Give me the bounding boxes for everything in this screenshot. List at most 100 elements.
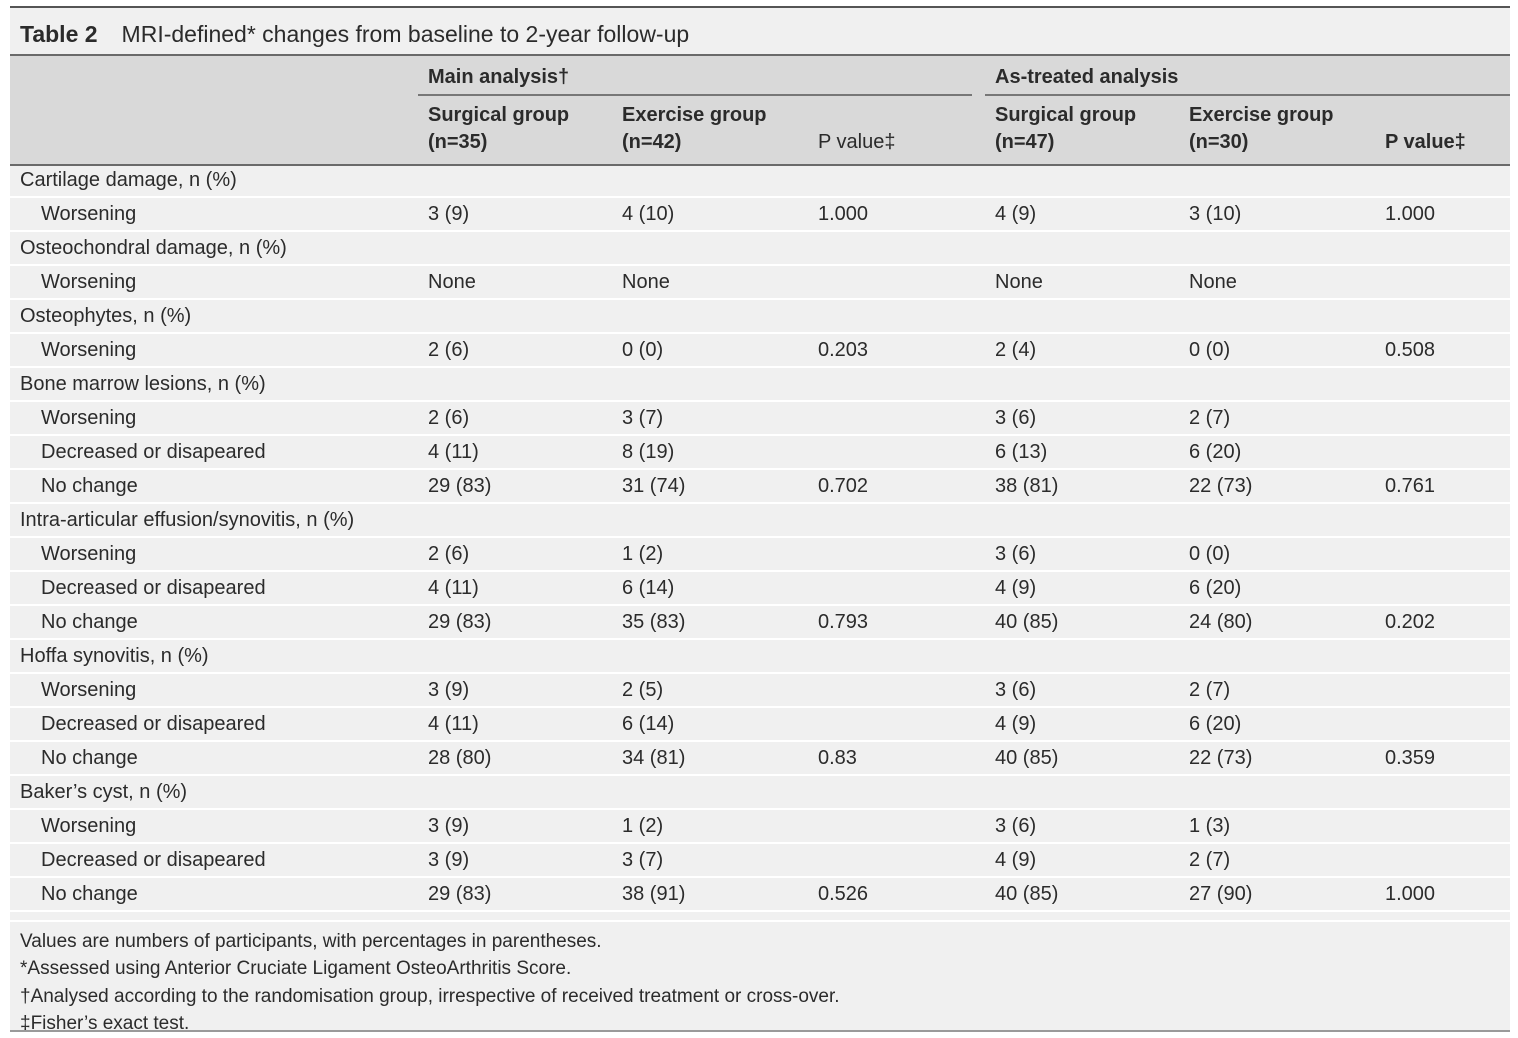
row-label: No change [41, 611, 138, 633]
table-cell: 3 (9) [428, 815, 470, 837]
col-at-surgical-label: Surgical group [995, 104, 1137, 126]
table-cell: 0 (0) [1189, 543, 1231, 565]
col-at-exercise-label: Exercise group [1189, 104, 1334, 126]
table-row: Decreased or disapeared 4 (11) 8 (19) 6 (13… [10, 436, 1510, 470]
table-section-row: Osteophytes, n (%) [10, 300, 1510, 334]
table-cell: 1.000 [1385, 203, 1436, 225]
table-cell: 2 (4) [995, 339, 1037, 361]
table-cell: 8 (19) [622, 441, 675, 463]
table-cell: 22 (73) [1189, 747, 1253, 769]
table-cell: 2 (6) [428, 407, 470, 429]
table-row: Decreased or disapeared 3 (9) 3 (7) 4 (9) 2 … [10, 844, 1510, 878]
section-label: Intra-articular effusion/synovitis, n (%… [20, 509, 355, 531]
table-cell: 6 (20) [1189, 441, 1242, 463]
table-cell: 2 (7) [1189, 679, 1231, 701]
table-cell: 3 (10) [1189, 203, 1242, 225]
footnote: †Analysed according to the randomisation… [20, 986, 840, 1007]
section-label: Bone marrow lesions, n (%) [20, 373, 266, 395]
table-cell: 1.000 [818, 203, 869, 225]
footnote: Values are numbers of participants, with… [20, 931, 602, 952]
table-cell: 1 (2) [622, 543, 664, 565]
table-cell: 35 (83) [622, 611, 686, 633]
table-cell: 0 (0) [622, 339, 664, 361]
main-analysis-heading: Main analysis† [428, 66, 570, 88]
col-main-surgical-n: (n=35) [428, 131, 488, 153]
table-section-row: Bone marrow lesions, n (%) [10, 368, 1510, 402]
table-cell: 1 (2) [622, 815, 664, 837]
table-cell: 4 (10) [622, 203, 675, 225]
row-label: Worsening [41, 407, 137, 429]
row-label: Worsening [41, 271, 137, 293]
main-analysis-rule [418, 94, 972, 96]
table-cell: 4 (9) [995, 849, 1037, 871]
table-cell: 2 (7) [1189, 849, 1231, 871]
table-cell: 4 (9) [995, 203, 1037, 225]
table-title: Table 2 MRI-defined* changes from baselin… [20, 20, 689, 48]
table-cell: 29 (83) [428, 883, 492, 905]
table-cell: 3 (9) [428, 679, 470, 701]
col-main-surgical: Surgical group (n=35) [428, 102, 569, 156]
table-cell: None [622, 271, 670, 293]
table-cell: 3 (7) [622, 849, 664, 871]
section-label: Hoffa synovitis, n (%) [20, 645, 209, 667]
col-at-surgical: Surgical group (n=47) [995, 102, 1136, 156]
table-row: Worsening 2 (6) 0 (0) 0.203 2 (4) 0 (0) 0.508 [10, 334, 1510, 368]
row-label: Worsening [41, 203, 137, 225]
section-label: Osteochondral damage, n (%) [20, 237, 287, 259]
table-row: No change 29 (83) 38 (91) 0.526 40 (85) 27 (9… [10, 878, 1510, 912]
table-row: Worsening 3 (9) 4 (10) 1.000 4 (9) 3 (10) 1.00… [10, 198, 1510, 232]
row-label: Worsening [41, 543, 137, 565]
table-cell: 0.761 [1385, 475, 1436, 497]
footnote: ‡Fisher’s exact test. [20, 1013, 190, 1034]
table-cell: 40 (85) [995, 883, 1059, 905]
table-section-row: Baker’s cyst, n (%) [10, 776, 1510, 810]
table-cell: 4 (11) [428, 577, 479, 599]
table-cell: 29 (83) [428, 475, 492, 497]
as-treated-heading: As-treated analysis [995, 66, 1179, 88]
table-cell: 27 (90) [1189, 883, 1253, 905]
bottom-rule [10, 1030, 1510, 1032]
table-cell: 0.508 [1385, 339, 1436, 361]
table-cell: 0.203 [818, 339, 869, 361]
table-cell: 40 (85) [995, 747, 1059, 769]
col-main-exercise-label: Exercise group [622, 104, 767, 126]
section-label: Baker’s cyst, n (%) [20, 781, 188, 803]
table-row: Worsening 2 (6) 3 (7) 3 (6) 2 (7) [10, 402, 1510, 436]
table-cell: 31 (74) [622, 475, 686, 497]
table-row: Worsening 3 (9) 1 (2) 3 (6) 1 (3) [10, 810, 1510, 844]
table-row: Decreased or disapeared 4 (11) 6 (14) 4 (9)… [10, 708, 1510, 742]
row-label: Decreased or disapeared [41, 577, 266, 599]
table-cell: 6 (14) [622, 577, 675, 599]
table-footnotes: Values are numbers of participants, with… [10, 920, 1510, 1034]
table-cell: 0.202 [1385, 611, 1436, 633]
table-cell: 24 (80) [1189, 611, 1253, 633]
table-row: Decreased or disapeared 4 (11) 6 (14) 4 (9)… [10, 572, 1510, 606]
table-cell: 22 (73) [1189, 475, 1253, 497]
table-row: Worsening None None None None [10, 266, 1510, 300]
table-cell: 2 (5) [622, 679, 664, 701]
table-row: Worsening 2 (6) 1 (2) 3 (6) 0 (0) [10, 538, 1510, 572]
table-cell: 3 (7) [622, 407, 664, 429]
row-label: Worsening [41, 679, 137, 701]
table-cell: 4 (11) [428, 713, 479, 735]
table-cell: 0.359 [1385, 747, 1436, 769]
table-body: Cartilage damage, n (%) Worsening 3 (9) 4 (… [10, 164, 1510, 912]
table-row: No change 28 (80) 34 (81) 0.83 40 (85) 22 (73… [10, 742, 1510, 776]
row-label: Decreased or disapeared [41, 441, 266, 463]
table-cell: 3 (6) [995, 815, 1037, 837]
row-label: No change [41, 883, 138, 905]
table-cell: 0.526 [818, 883, 869, 905]
row-label: Worsening [41, 339, 137, 361]
top-rule [10, 6, 1510, 8]
row-label: Decreased or disapeared [41, 713, 266, 735]
col-at-pvalue: P value‡ [1385, 131, 1466, 153]
table-cell: 6 (13) [995, 441, 1048, 463]
row-label: No change [41, 747, 138, 769]
table-cell: 38 (91) [622, 883, 686, 905]
table-cell: 6 (14) [622, 713, 675, 735]
table-cell: 3 (6) [995, 543, 1037, 565]
section-label: Cartilage damage, n (%) [20, 169, 237, 191]
table-cell: 0 (0) [1189, 339, 1231, 361]
table-section-row: Intra-articular effusion/synovitis, n (%… [10, 504, 1510, 538]
table-cell: 40 (85) [995, 611, 1059, 633]
